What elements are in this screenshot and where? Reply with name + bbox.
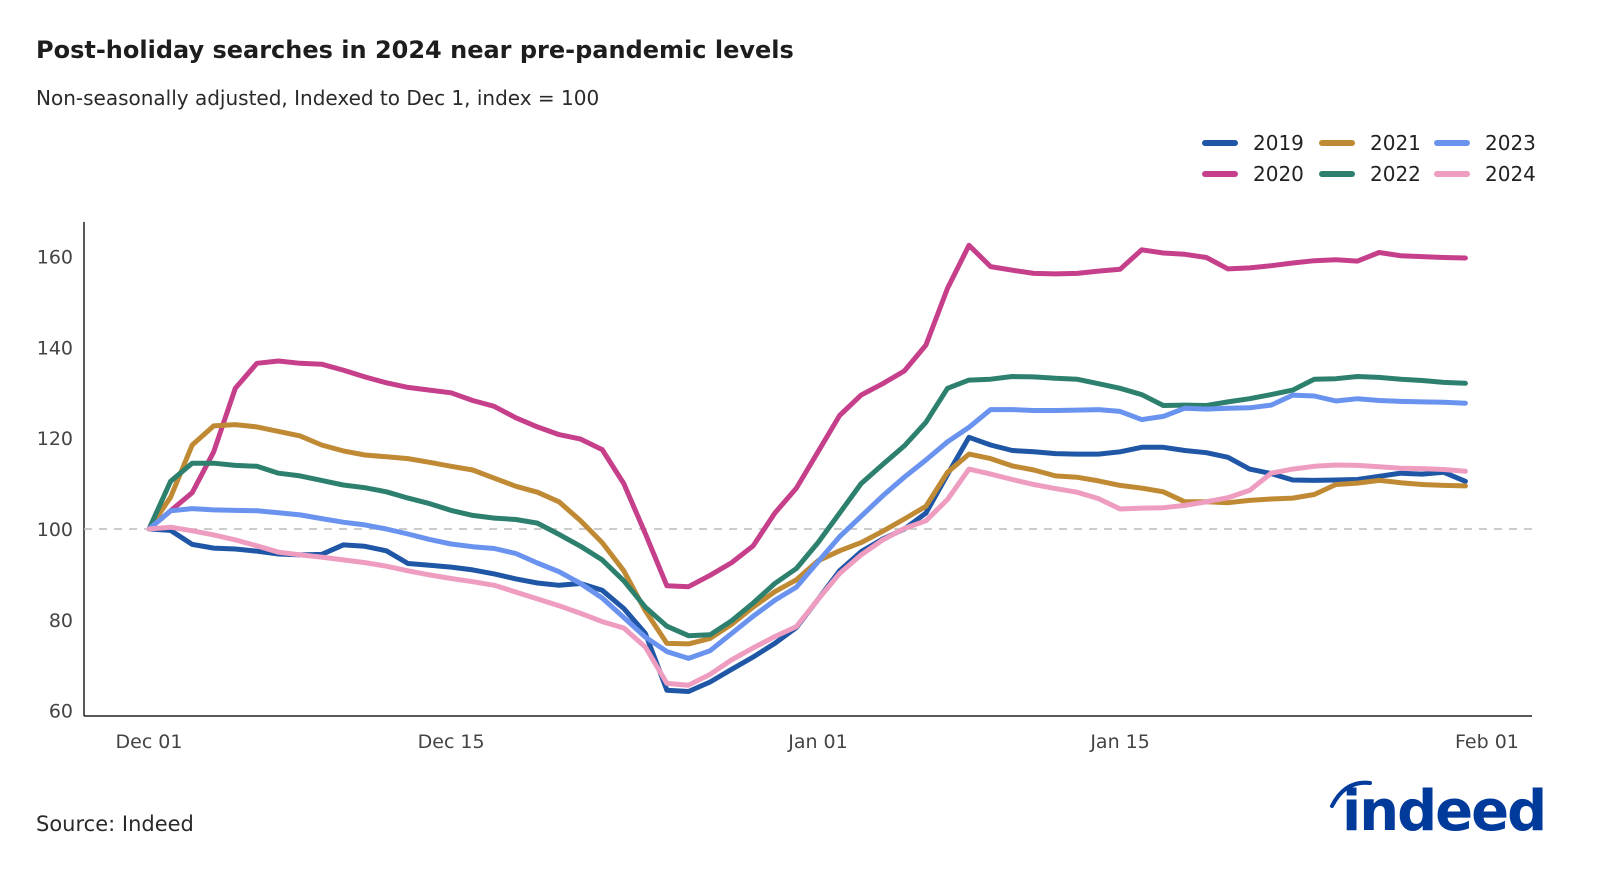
legend-label: 2022 <box>1370 162 1421 186</box>
legend-label: 2019 <box>1253 131 1304 155</box>
legend-item-2020: 2020 <box>1202 162 1304 186</box>
legend-label: 2020 <box>1253 162 1304 186</box>
series-line-2022 <box>146 374 1468 639</box>
legend-item-2024: 2024 <box>1434 162 1536 186</box>
y-tick-label: 120 <box>37 428 73 450</box>
legend-item-2023: 2023 <box>1434 131 1536 155</box>
legend-label: 2024 <box>1485 162 1536 186</box>
chart-title: Post-holiday searches in 2024 near pre-p… <box>36 36 794 64</box>
y-tick-label: 80 <box>49 610 73 632</box>
series-line-2020 <box>146 242 1468 590</box>
chart-subtitle: Non-seasonally adjusted, Indexed to Dec … <box>36 86 600 110</box>
series-line-2024 <box>146 462 1468 688</box>
series-line-2021 <box>146 422 1468 647</box>
x-tick-label: Jan 15 <box>1089 731 1150 753</box>
x-tick-label: Dec 01 <box>116 731 183 753</box>
y-tick-label: 140 <box>37 337 73 359</box>
legend-item-2022: 2022 <box>1319 162 1421 186</box>
legend-label: 2023 <box>1485 131 1536 155</box>
series-line-2023 <box>146 392 1468 661</box>
legend-item-2019: 2019 <box>1202 131 1304 155</box>
legend-item-2021: 2021 <box>1319 131 1421 155</box>
x-tick-label: Feb 01 <box>1455 731 1519 753</box>
y-tick-label: 60 <box>49 701 73 723</box>
y-tick-label: 100 <box>37 519 73 541</box>
legend-label: 2021 <box>1370 131 1421 155</box>
source-note: Source: Indeed <box>36 812 194 836</box>
logo-text: indeed <box>1342 779 1545 844</box>
x-tick-label: Dec 15 <box>418 731 485 753</box>
y-tick-label: 160 <box>37 247 73 269</box>
x-tick-label: Jan 01 <box>787 731 848 753</box>
indeed-logo: indeed <box>1330 779 1547 844</box>
